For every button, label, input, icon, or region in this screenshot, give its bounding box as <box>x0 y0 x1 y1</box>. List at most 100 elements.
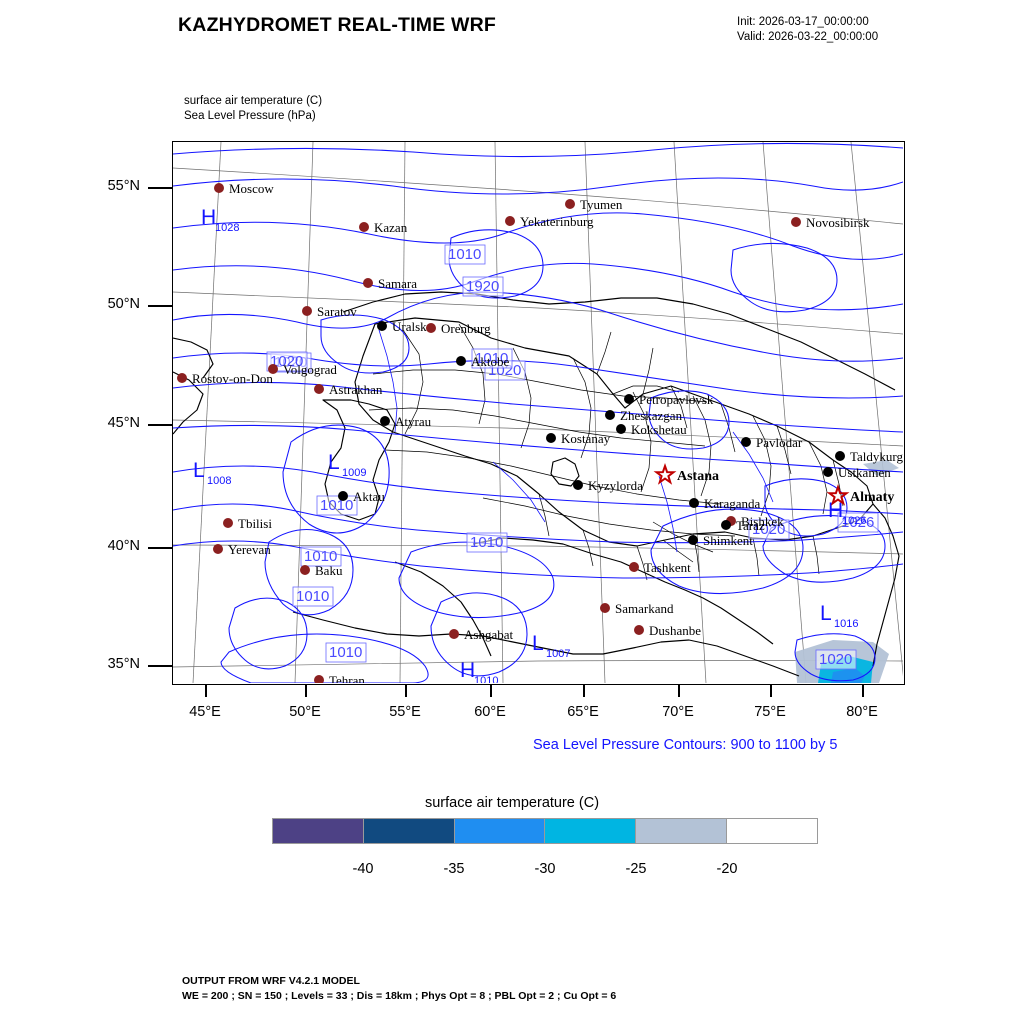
city-label: Kokshetau <box>631 422 687 437</box>
city-label: Taldykurgan <box>850 449 903 464</box>
graticule-layer <box>173 142 903 683</box>
contour-label: 1010 <box>325 642 367 663</box>
city-marker[interactable]: Uralsk <box>377 319 427 334</box>
city-label: Karaganda <box>704 496 761 511</box>
city-marker[interactable]: Kokshetau <box>616 422 687 437</box>
city-marker[interactable]: Kazan <box>359 220 408 235</box>
city-dot-icon <box>359 222 369 232</box>
valid-time-label: Valid: 2026-03-22_00:00:00 <box>737 31 879 43</box>
city-marker[interactable]: Samarkand <box>600 601 674 616</box>
city-dot-icon <box>363 278 373 288</box>
svg-text:1010: 1010 <box>320 497 353 514</box>
city-marker[interactable]: Kyzylorda <box>573 478 643 493</box>
city-marker[interactable]: Baku <box>300 563 343 578</box>
city-marker[interactable]: Novosibirsk <box>791 215 870 230</box>
lat-tick-label: 50°N <box>107 296 140 312</box>
city-marker[interactable]: Aktobe <box>456 354 510 369</box>
city-dot-icon <box>823 467 833 477</box>
city-label: Tashkent <box>644 560 691 575</box>
svg-text:1026: 1026 <box>841 514 874 531</box>
city-marker[interactable]: Orenburg <box>426 321 491 336</box>
contour-label: 1010 <box>444 244 486 265</box>
city-label: Bishkek <box>741 514 784 529</box>
city-marker[interactable]: Karaganda <box>689 496 761 511</box>
city-marker[interactable]: Kostanay <box>546 431 611 446</box>
city-label: Ustkamen <box>838 465 891 480</box>
city-marker[interactable]: Samara <box>363 276 417 291</box>
city-marker[interactable]: Saratov <box>302 304 357 319</box>
city-label: Novosibirsk <box>806 215 870 230</box>
city-marker[interactable]: Astrakhan <box>314 382 383 397</box>
city-dot-icon <box>456 356 466 366</box>
contour-label: 1010 <box>471 348 513 369</box>
contour-label: 1010 <box>466 532 508 553</box>
city-marker[interactable]: Tyumen <box>565 197 623 212</box>
city-label: Kostanay <box>561 431 611 446</box>
city-marker[interactable]: Aktau <box>338 489 385 504</box>
city-marker[interactable]: Tbilisi <box>223 516 272 531</box>
weather-map[interactable]: 1920 1020 1020 1020 1010 1010 1010 1010 1010 1010… <box>172 141 905 685</box>
lat-tick-label: 40°N <box>107 538 140 554</box>
city-marker[interactable]: Ashgabat <box>449 627 513 642</box>
contour-label: 1920 <box>462 276 504 297</box>
lon-tick-mark <box>305 685 307 697</box>
city-marker[interactable]: Volgograd <box>268 362 337 377</box>
capital-label: Almaty <box>850 490 894 505</box>
city-dot-icon <box>741 437 751 447</box>
svg-text:1020: 1020 <box>270 353 303 370</box>
svg-text:L: L <box>193 459 205 482</box>
city-label: Tyumen <box>580 197 623 212</box>
city-marker[interactable]: Yerevan <box>213 542 271 557</box>
city-label: Pavlodar <box>756 435 803 450</box>
isobar-layer <box>173 142 903 683</box>
city-marker[interactable]: Rostov-on-Don <box>177 371 273 386</box>
city-label: Rostov-on-Don <box>192 371 273 386</box>
pressure-center-l: L 1016 <box>820 602 858 630</box>
city-label: Zheskazgan <box>620 408 683 423</box>
city-marker[interactable]: Atyrau <box>380 414 432 429</box>
pressure-center-l: L 1009 <box>328 451 366 479</box>
lon-tick-mark <box>583 685 585 697</box>
city-label: Yekaterinburg <box>520 214 594 229</box>
city-marker[interactable]: Ustkamen <box>823 465 891 480</box>
pressure-center-l: L 1007 <box>532 632 570 660</box>
svg-text:1010: 1010 <box>448 246 481 263</box>
pressure-center-l: L 1008 <box>193 459 231 487</box>
city-dot-icon <box>505 216 515 226</box>
city-marker[interactable]: Tehran <box>314 673 365 683</box>
lon-tick-mark <box>770 685 772 697</box>
city-dot-icon <box>835 451 845 461</box>
city-marker[interactable]: Taldykurgan <box>835 449 903 464</box>
city-label: Aktau <box>353 489 385 504</box>
city-marker[interactable]: Moscow <box>214 181 274 196</box>
city-marker[interactable]: Tashkent <box>629 560 691 575</box>
contour-label: 1010 <box>300 546 342 567</box>
contour-label: 1026 <box>837 512 879 533</box>
colorbar-segment-0 <box>273 819 363 843</box>
lon-tick-mark <box>405 685 407 697</box>
city-marker[interactable]: Zheskazgan <box>605 408 683 423</box>
lat-tick-mark <box>148 424 172 426</box>
city-dot-icon <box>314 384 324 394</box>
capital-marker[interactable]: Astana <box>653 462 719 485</box>
city-marker[interactable]: Shimkent <box>688 533 753 548</box>
city-marker[interactable]: Pavlodar <box>741 435 803 450</box>
capital-marker[interactable]: Almaty <box>826 483 894 506</box>
city-marker[interactable]: Petropavlovsk <box>624 392 714 407</box>
colorbar-tick-label: -35 <box>443 861 465 877</box>
city-marker[interactable]: Dushanbe <box>634 623 701 638</box>
city-marker[interactable]: Taraz <box>721 518 765 533</box>
city-dot-icon <box>791 217 801 227</box>
city-marker[interactable]: Yekaterinburg <box>505 214 594 229</box>
city-marker[interactable]: Bishkek <box>726 514 784 529</box>
temperature-colorbar[interactable] <box>272 818 818 844</box>
colorbar-segment-4 <box>635 819 727 843</box>
city-label: Volgograd <box>283 362 337 377</box>
colorbar-title: surface air temperature (C) <box>424 795 600 811</box>
colorbar-tick-label: -25 <box>625 861 647 877</box>
svg-text:L: L <box>328 451 340 474</box>
svg-text:1010: 1010 <box>296 588 329 605</box>
colorbar-segment-1 <box>362 819 454 843</box>
map-canvas: 1920 1020 1020 1020 1010 1010 1010 1010 1010 1010… <box>173 142 903 683</box>
